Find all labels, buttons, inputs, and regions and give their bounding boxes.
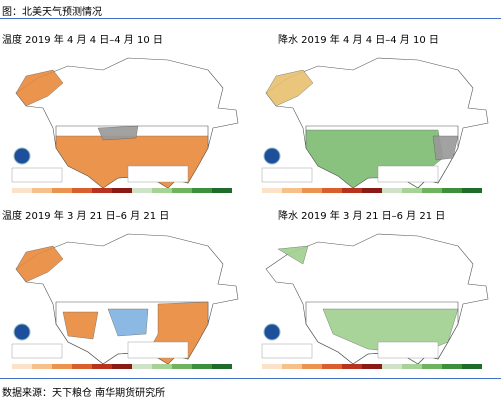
legend-swatch xyxy=(442,364,462,369)
noaa-logo xyxy=(263,323,281,341)
legend-swatch xyxy=(12,364,32,369)
region xyxy=(15,245,64,283)
noaa-logo xyxy=(13,147,31,165)
legend-swatch xyxy=(362,364,382,369)
region xyxy=(107,308,149,337)
legend-swatch xyxy=(402,364,422,369)
legend-swatch xyxy=(12,188,32,193)
source: 数据来源：天下粮仓 南华期货研究所 xyxy=(2,388,166,399)
legend-swatch xyxy=(402,188,422,193)
map xyxy=(258,48,494,198)
region xyxy=(62,311,99,340)
map xyxy=(258,224,494,374)
legend-swatch xyxy=(262,364,282,369)
legend-swatch xyxy=(132,188,152,193)
legend-swatch xyxy=(302,188,322,193)
rule xyxy=(0,378,501,379)
figure-title: 图：北美天气预测情况 xyxy=(2,7,102,18)
legend-swatch xyxy=(112,188,132,193)
legend-swatch xyxy=(52,188,72,193)
region xyxy=(15,69,64,107)
legend-swatch xyxy=(212,364,232,369)
legend-swatch xyxy=(462,188,482,193)
noaa-logo xyxy=(13,323,31,341)
region xyxy=(97,125,139,141)
caption: 降水 2019 年 3 月 21 日–6 月 21 日 xyxy=(278,211,446,222)
legend-swatch xyxy=(382,188,402,193)
legend-swatch xyxy=(92,188,112,193)
legend-swatch xyxy=(72,188,92,193)
legend-swatch xyxy=(322,188,342,193)
legend-swatch xyxy=(322,364,342,369)
region xyxy=(265,69,314,107)
legend-swatch xyxy=(282,364,302,369)
legend-swatch xyxy=(342,364,362,369)
legend-swatch xyxy=(112,364,132,369)
legend-swatch xyxy=(172,188,192,193)
legend-swatch xyxy=(422,364,442,369)
legend-swatch xyxy=(172,364,192,369)
caption: 温度 2019 年 4 月 4 日–4 月 10 日 xyxy=(2,35,163,46)
legend-swatch xyxy=(132,364,152,369)
info-box xyxy=(11,343,63,359)
info-box xyxy=(377,165,439,183)
legend-swatch xyxy=(32,364,52,369)
info-box xyxy=(11,167,63,183)
region xyxy=(432,135,459,161)
legend-swatch xyxy=(302,364,322,369)
legend-swatch xyxy=(212,188,232,193)
legend-swatch xyxy=(32,188,52,193)
legend-swatch xyxy=(92,364,112,369)
legend-swatch xyxy=(282,188,302,193)
legend-swatch xyxy=(192,188,212,193)
legend-swatch xyxy=(152,364,172,369)
legend-swatch xyxy=(422,188,442,193)
legend-swatch xyxy=(72,364,92,369)
map xyxy=(8,48,244,198)
info-box xyxy=(261,343,313,359)
noaa-logo xyxy=(263,147,281,165)
info-box xyxy=(261,167,313,183)
legend-swatch xyxy=(52,364,72,369)
caption: 降水 2019 年 4 月 4 日–4 月 10 日 xyxy=(278,35,439,46)
legend-swatch xyxy=(442,188,462,193)
rule xyxy=(0,18,501,19)
legend-swatch xyxy=(362,188,382,193)
info-box xyxy=(127,341,189,359)
map xyxy=(8,224,244,374)
info-box xyxy=(377,341,439,359)
legend-swatch xyxy=(462,364,482,369)
info-box xyxy=(127,165,189,183)
legend-swatch xyxy=(262,188,282,193)
legend-swatch xyxy=(342,188,362,193)
legend-swatch xyxy=(192,364,212,369)
legend-swatch xyxy=(382,364,402,369)
caption: 温度 2019 年 3 月 21 日–6 月 21 日 xyxy=(2,211,170,222)
region xyxy=(277,245,309,265)
legend-swatch xyxy=(152,188,172,193)
